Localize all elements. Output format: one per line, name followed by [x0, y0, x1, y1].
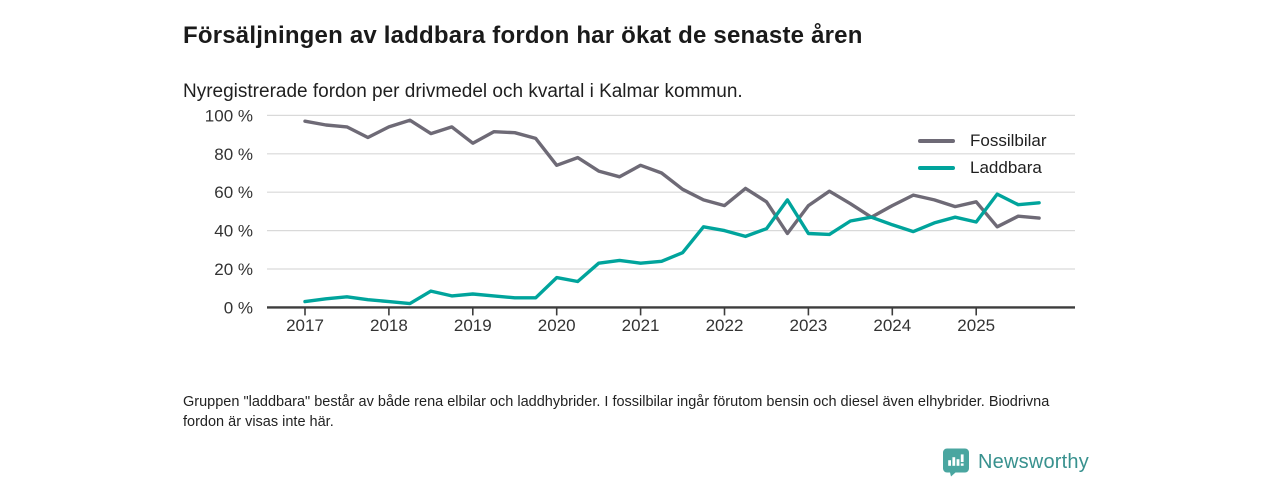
x-axis-label-2020: 2020	[538, 316, 576, 335]
x-axis-label-2021: 2021	[622, 316, 660, 335]
legend-swatch-fossilbilar	[918, 139, 955, 143]
chart-footnote: Gruppen "laddbara" består av både rena e…	[183, 393, 1050, 431]
x-axis-label-2023: 2023	[789, 316, 827, 335]
newsworthy-wordmark: Newsworthy	[978, 450, 1089, 473]
series-line-laddbara	[303, 192, 1041, 306]
chart-title: Försäljningen av laddbara fordon har öka…	[183, 22, 863, 50]
x-axis-label-2017: 2017	[286, 316, 324, 335]
y-axis-label-80: 80 %	[214, 145, 253, 164]
legend-item-fossilbilar: Fossilbilar	[918, 131, 1047, 151]
y-axis-label-20: 20 %	[214, 260, 253, 279]
line-chart: 0 % 20 % 40 % 60 % 80 % 100 % 2017 2018 2019 2020…	[205, 106, 1075, 335]
y-axis-label-100: 100 %	[205, 106, 253, 125]
x-axis-label-2022: 2022	[706, 316, 744, 335]
legend-label-fossilbilar: Fossilbilar	[970, 131, 1047, 150]
exclamation-dot	[960, 463, 964, 466]
x-axis-label-2025: 2025	[957, 316, 995, 335]
y-axis-label-60: 60 %	[214, 183, 253, 202]
series-line-fossilbilar	[303, 118, 1041, 236]
chart-subtitle: Nyregistrerade fordon per drivmedel och …	[183, 81, 743, 102]
legend-swatch-laddbara	[918, 166, 955, 170]
pin-shape	[943, 448, 969, 477]
y-axis-label-0: 0 %	[224, 298, 253, 317]
x-axis-label-2019: 2019	[454, 316, 492, 335]
bar-2	[952, 457, 956, 466]
newsworthy-brand: Newsworthy	[942, 447, 1089, 477]
exclamation-bar	[960, 454, 964, 462]
x-axis-label-2024: 2024	[873, 316, 911, 335]
chart-legend: Fossilbilar Laddbara	[918, 131, 1047, 178]
x-axis-label-2018: 2018	[370, 316, 408, 335]
bar-1	[948, 460, 951, 466]
legend-item-laddbara: Laddbara	[918, 158, 1047, 178]
bar-3	[956, 459, 960, 466]
bar-chart-pin-icon	[943, 448, 969, 477]
line-chart-area: 0 % 20 % 40 % 60 % 80 % 100 % 2017 2018 2019 2020…	[185, 100, 1085, 345]
legend-label-laddbara: Laddbara	[970, 158, 1042, 177]
y-axis-label-40: 40 %	[214, 222, 253, 241]
